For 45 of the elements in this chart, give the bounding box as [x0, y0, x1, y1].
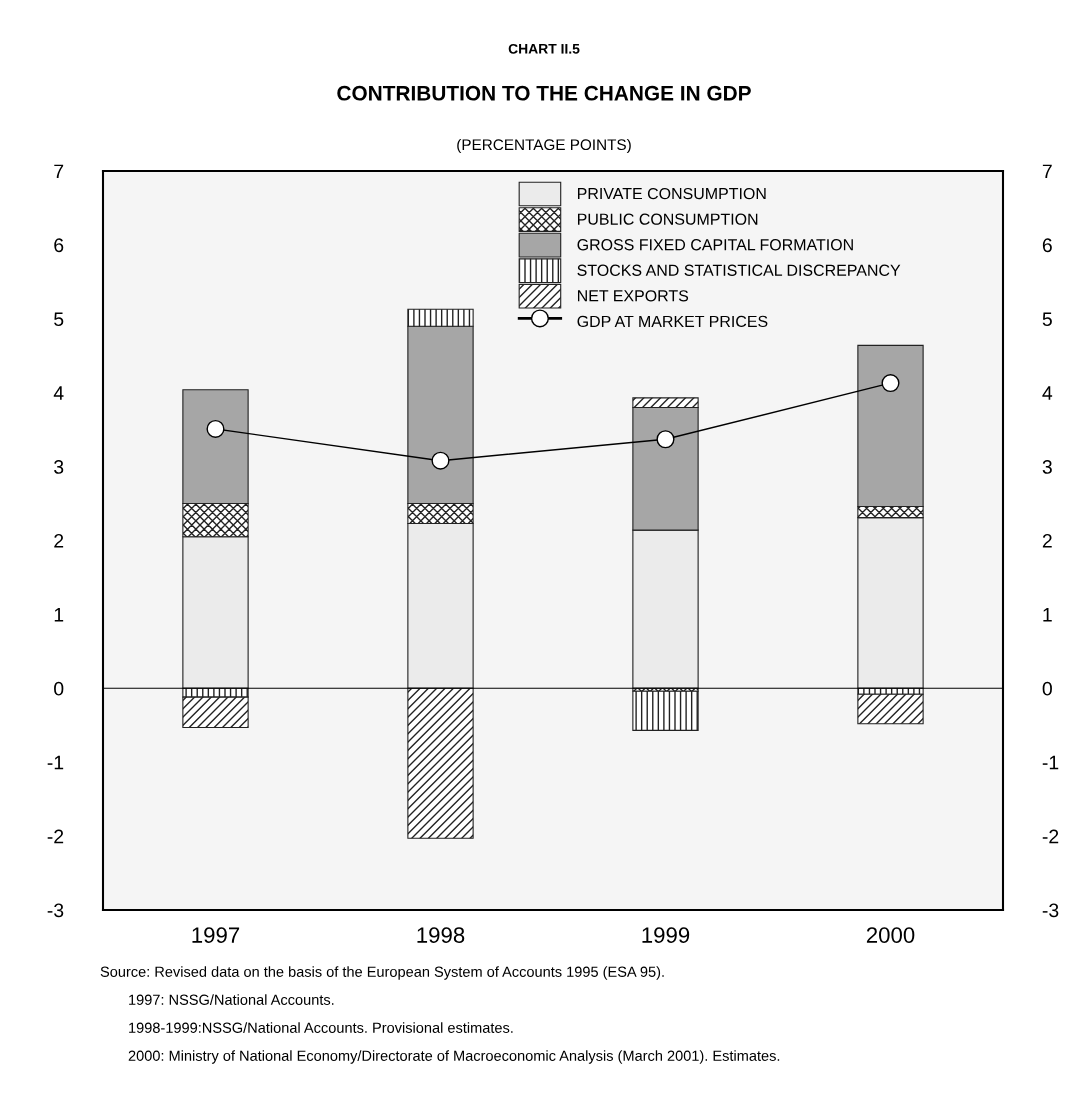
y-tick-label: 5 [54, 312, 64, 327]
y-tick-label: 4 [53, 386, 64, 400]
y2-tick-label: 5 [1042, 312, 1052, 327]
chart-title: CONTRIBUTION TO THE CHANGE IN GDP [337, 85, 751, 101]
y2-tick-label: 2 [1042, 533, 1052, 548]
chart-subtitle: (PERCENTAGE POINTS) [457, 138, 631, 154]
y2-tick-label: 4 [1042, 386, 1053, 400]
legend-label: NET EXPORTS [577, 290, 689, 302]
y-tick-label: -2 [47, 829, 64, 844]
y2-tick-label: -2 [1042, 829, 1059, 844]
y-tick-label: -1 [47, 755, 64, 770]
point [206, 419, 225, 438]
legend-label: PRIVATE CONSUMPTION [577, 187, 766, 200]
point [431, 451, 450, 470]
x-tick-label: 2000 [866, 927, 915, 943]
bar [632, 690, 699, 731]
text: 2000: Ministry of National Economy/Directorate of Macroeconomic Analysis (March 2001). Estimates. [128, 1050, 780, 1064]
source-note: Source: Revised data on the basis of the European System of Accounts 1995 (ESA 95). [100, 966, 664, 980]
text: CHART II.5 [508, 43, 580, 54]
y-tick-label: 3 [54, 460, 64, 474]
y2-tick-label: 0 [1042, 681, 1052, 696]
y-tick-label: 2 [54, 533, 64, 548]
legend-label: STOCKS AND STATISTICAL DISCREPANCY [577, 264, 901, 276]
y2-tick-label: 3 [1042, 460, 1052, 474]
point [881, 374, 900, 393]
y2-tick-label: -3 [1042, 903, 1059, 918]
bar [857, 693, 924, 725]
point [656, 430, 675, 449]
y2-tick-label: 7 [1042, 164, 1052, 179]
x-tick-label: 1999 [642, 927, 690, 943]
y-tick-label: 7 [54, 164, 64, 179]
text: 1997: NSSG/National Accounts. [129, 994, 334, 1005]
x-tick-label: 1998 [417, 927, 465, 943]
y-tick-label: 0 [54, 681, 64, 696]
legend-label: GDP AT MARKET PRICES [577, 315, 768, 328]
y-tick-label: 6 [54, 238, 64, 253]
y-tick-label: 1 [54, 608, 64, 622]
legend-label: GROSS FIXED CAPITAL FORMATION [577, 239, 853, 251]
y2-tick-label: 1 [1043, 608, 1052, 622]
x-tick-label: 1997 [192, 927, 240, 943]
text: 1998-1999:NSSG/National Accounts. Provisional estimates. [129, 1022, 513, 1033]
legend-label: PUBLIC CONSUMPTION [577, 213, 758, 225]
y2-tick-label: 6 [1042, 238, 1052, 253]
y-tick-label: -3 [47, 903, 64, 918]
y2-tick-label: -1 [1042, 755, 1059, 770]
